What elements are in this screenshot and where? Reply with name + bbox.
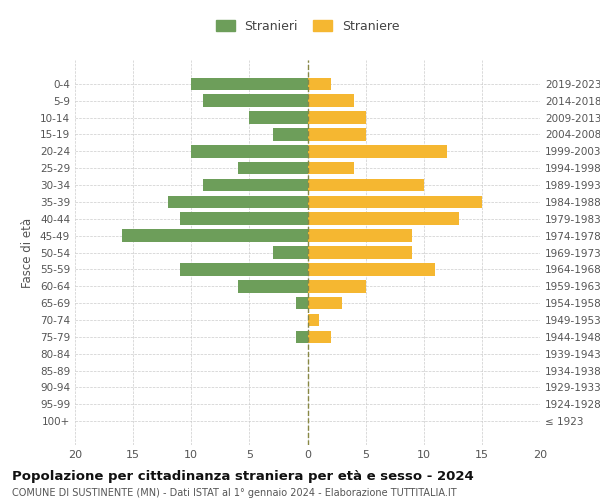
Y-axis label: Fasce di età: Fasce di età bbox=[22, 218, 34, 288]
Bar bbox=[308, 297, 343, 310]
Bar bbox=[308, 78, 331, 90]
Bar bbox=[179, 263, 308, 276]
Bar bbox=[308, 178, 424, 192]
Bar bbox=[308, 246, 412, 259]
Bar bbox=[308, 280, 365, 292]
Bar bbox=[308, 94, 354, 107]
Bar bbox=[308, 330, 331, 343]
Bar bbox=[308, 212, 458, 225]
Bar bbox=[308, 145, 447, 158]
Bar bbox=[168, 196, 308, 208]
Bar bbox=[179, 212, 308, 225]
Bar bbox=[250, 111, 308, 124]
Bar bbox=[191, 145, 308, 158]
Bar bbox=[272, 246, 308, 259]
Bar bbox=[308, 196, 482, 208]
Bar bbox=[191, 78, 308, 90]
Bar bbox=[308, 314, 319, 326]
Bar bbox=[296, 297, 308, 310]
Bar bbox=[308, 128, 365, 141]
Bar bbox=[308, 230, 412, 242]
Bar bbox=[203, 94, 308, 107]
Bar bbox=[238, 162, 308, 174]
Bar bbox=[308, 162, 354, 174]
Bar bbox=[308, 111, 365, 124]
Bar bbox=[272, 128, 308, 141]
Bar bbox=[308, 263, 436, 276]
Bar bbox=[121, 230, 308, 242]
Text: Popolazione per cittadinanza straniera per età e sesso - 2024: Popolazione per cittadinanza straniera p… bbox=[12, 470, 474, 483]
Bar bbox=[296, 330, 308, 343]
Bar bbox=[203, 178, 308, 192]
Text: COMUNE DI SUSTINENTE (MN) - Dati ISTAT al 1° gennaio 2024 - Elaborazione TUTTITA: COMUNE DI SUSTINENTE (MN) - Dati ISTAT a… bbox=[12, 488, 457, 498]
Bar bbox=[238, 280, 308, 292]
Legend: Stranieri, Straniere: Stranieri, Straniere bbox=[216, 20, 399, 33]
